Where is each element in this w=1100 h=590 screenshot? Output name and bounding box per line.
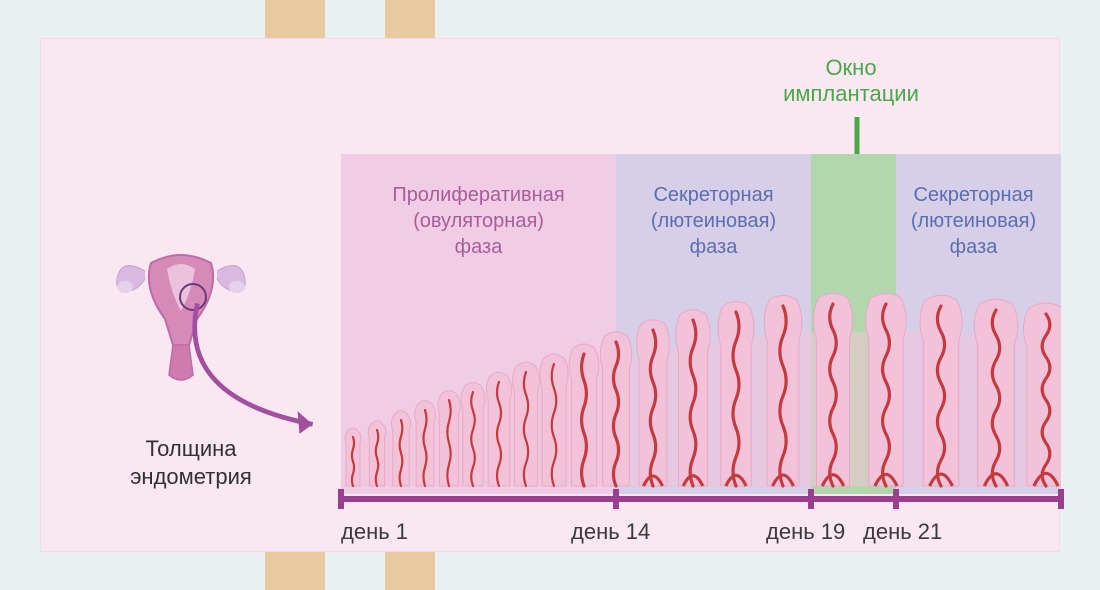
day-label-21: день 21 [863, 519, 942, 545]
day-label-1: день 1 [341, 519, 408, 545]
bg-bar [265, 0, 325, 40]
day-label-19: день 19 [766, 519, 845, 545]
endometrium-chart: Пролиферативная (овуляторная) фаза Секре… [341, 154, 1061, 494]
thickness-label: Толщина эндометрия [106, 435, 276, 490]
endometrium-tissue [341, 154, 1061, 494]
thickness-line2: эндометрия [130, 464, 252, 489]
day-label-14: день 14 [571, 519, 650, 545]
window-line2: имплантации [783, 81, 919, 106]
thickness-line1: Толщина [145, 436, 236, 461]
bg-bar [265, 550, 325, 590]
window-line1: Окно [825, 55, 876, 80]
implantation-window-label: Окно имплантации [761, 55, 941, 108]
uterus-illustration [111, 239, 251, 359]
diagram-panel: Толщина эндометрия Окно имплантации Прол… [40, 38, 1060, 552]
bg-bar [385, 0, 435, 40]
bg-bar [385, 550, 435, 590]
timeline-axis [331, 487, 1071, 517]
